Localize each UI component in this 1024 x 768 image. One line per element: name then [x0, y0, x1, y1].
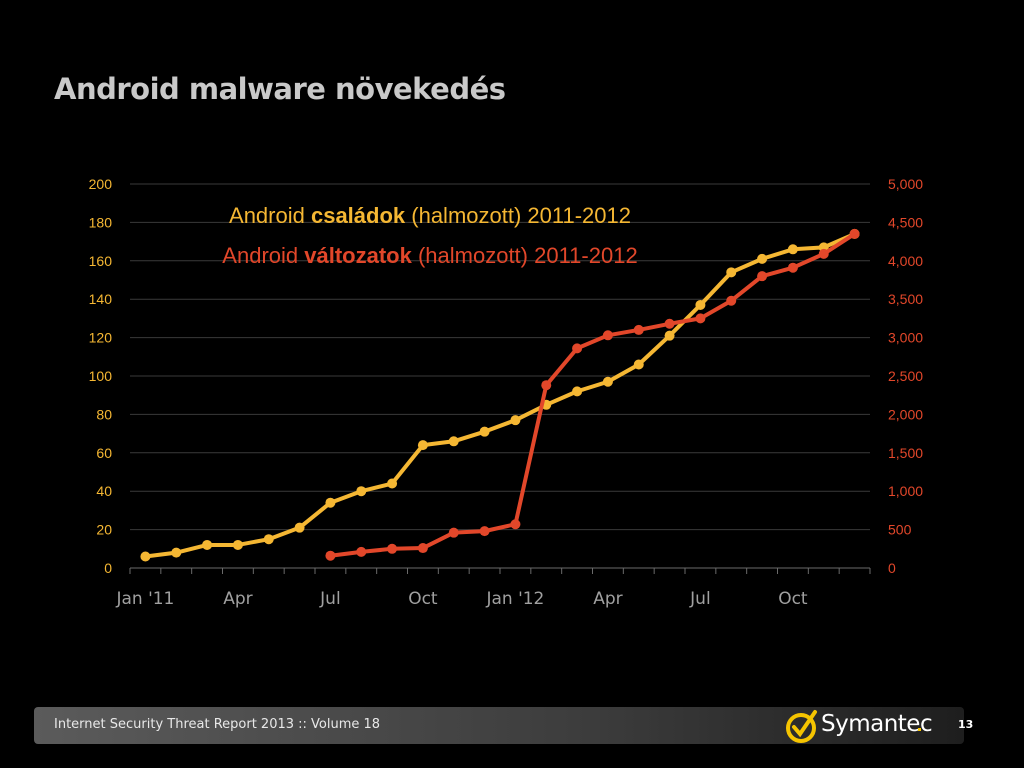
data-point-families — [263, 534, 274, 545]
left-tick-label: 200 — [89, 176, 113, 192]
data-point-families — [726, 267, 737, 278]
data-point-variants — [479, 526, 490, 537]
data-point-families — [572, 386, 583, 397]
right-tick-label: 2,000 — [888, 406, 923, 422]
data-point-variants — [417, 543, 428, 554]
brand-name: Symantec — [821, 711, 933, 737]
right-tick-label: 5,000 — [888, 176, 923, 192]
data-point-variants — [602, 330, 613, 341]
data-point-families — [294, 522, 305, 533]
x-tick-label: Jul — [689, 589, 711, 609]
x-tick-label: Jan '12 — [485, 589, 544, 609]
x-tick-label: Jan '11 — [115, 589, 174, 609]
data-point-variants — [787, 262, 798, 273]
footer-text: Internet Security Threat Report 2013 :: … — [54, 717, 381, 732]
left-tick-label: 40 — [96, 483, 112, 499]
x-tick-label: Oct — [778, 589, 808, 609]
data-point-families — [602, 376, 613, 387]
series — [140, 228, 860, 562]
right-tick-label: 3,000 — [888, 330, 923, 346]
data-point-families — [171, 547, 182, 558]
data-point-variants — [572, 343, 583, 354]
data-point-variants — [664, 318, 675, 329]
data-point-families — [325, 497, 336, 508]
data-point-variants — [356, 546, 367, 557]
data-point-variants — [695, 313, 706, 324]
data-point-families — [664, 330, 675, 341]
right-tick-label: 3,500 — [888, 291, 923, 307]
data-point-families — [479, 426, 490, 437]
x-tick-label: Apr — [593, 589, 622, 609]
x-tick-label: Oct — [408, 589, 438, 609]
left-tick-label: 60 — [96, 445, 112, 461]
x-tick-label: Apr — [223, 589, 252, 609]
data-point-families — [387, 478, 398, 489]
legend-families: Android családok (halmozott) 2011-2012 — [229, 203, 631, 228]
right-tick-label: 4,500 — [888, 214, 923, 230]
left-tick-label: 0 — [104, 560, 112, 576]
brand-dot — [918, 728, 921, 731]
page-number: 13 — [958, 718, 974, 731]
data-point-variants — [510, 519, 521, 530]
axes: 0 0 20 500 40 1,000 60 1,500 80 2,000 100 2,500 120 3… — [89, 176, 924, 609]
data-point-families — [787, 244, 798, 255]
series-line-variants — [330, 232, 856, 558]
data-point-variants — [726, 295, 737, 306]
left-tick-label: 180 — [89, 214, 113, 230]
slide-title: Android malware növekedés — [54, 72, 506, 106]
legend-variants: Android változatok (halmozott) 2011-2012 — [222, 243, 638, 268]
data-point-families — [417, 440, 428, 451]
left-tick-label: 140 — [89, 291, 113, 307]
left-tick-label: 160 — [89, 253, 113, 269]
left-tick-label: 80 — [96, 406, 112, 422]
gridlines — [130, 183, 870, 531]
right-tick-label: 1,000 — [888, 483, 923, 499]
data-point-variants — [387, 543, 398, 554]
data-point-families — [757, 253, 768, 264]
data-point-variants — [633, 324, 644, 335]
left-tick-label: 100 — [89, 368, 113, 384]
right-tick-label: 2,500 — [888, 368, 923, 384]
left-tick-label: 120 — [89, 330, 113, 346]
left-tick-label: 20 — [96, 522, 112, 538]
symantec-logo: Symantec — [785, 708, 933, 744]
data-point-families — [448, 436, 459, 447]
series-line-families — [145, 232, 856, 559]
data-point-families — [633, 359, 644, 370]
checkmark-logo-icon — [786, 710, 817, 743]
data-point-variants — [541, 380, 552, 391]
data-point-families — [202, 539, 213, 550]
x-tick-label: Jul — [319, 589, 341, 609]
data-point-families — [356, 486, 367, 497]
data-point-families — [140, 551, 151, 562]
data-point-variants — [849, 228, 860, 239]
right-tick-label: 0 — [888, 560, 896, 576]
right-tick-label: 1,500 — [888, 445, 923, 461]
data-point-families — [695, 299, 706, 310]
data-point-variants — [448, 527, 459, 538]
data-point-variants — [757, 271, 768, 282]
data-point-variants — [325, 550, 336, 561]
right-tick-label: 4,000 — [888, 253, 923, 269]
data-point-variants — [818, 248, 829, 259]
data-point-families — [232, 539, 243, 550]
right-tick-label: 500 — [888, 522, 912, 538]
data-point-families — [510, 415, 521, 426]
line-chart: 0 0 20 500 40 1,000 60 1,500 80 2,000 100 2,500 120 3… — [89, 176, 924, 609]
